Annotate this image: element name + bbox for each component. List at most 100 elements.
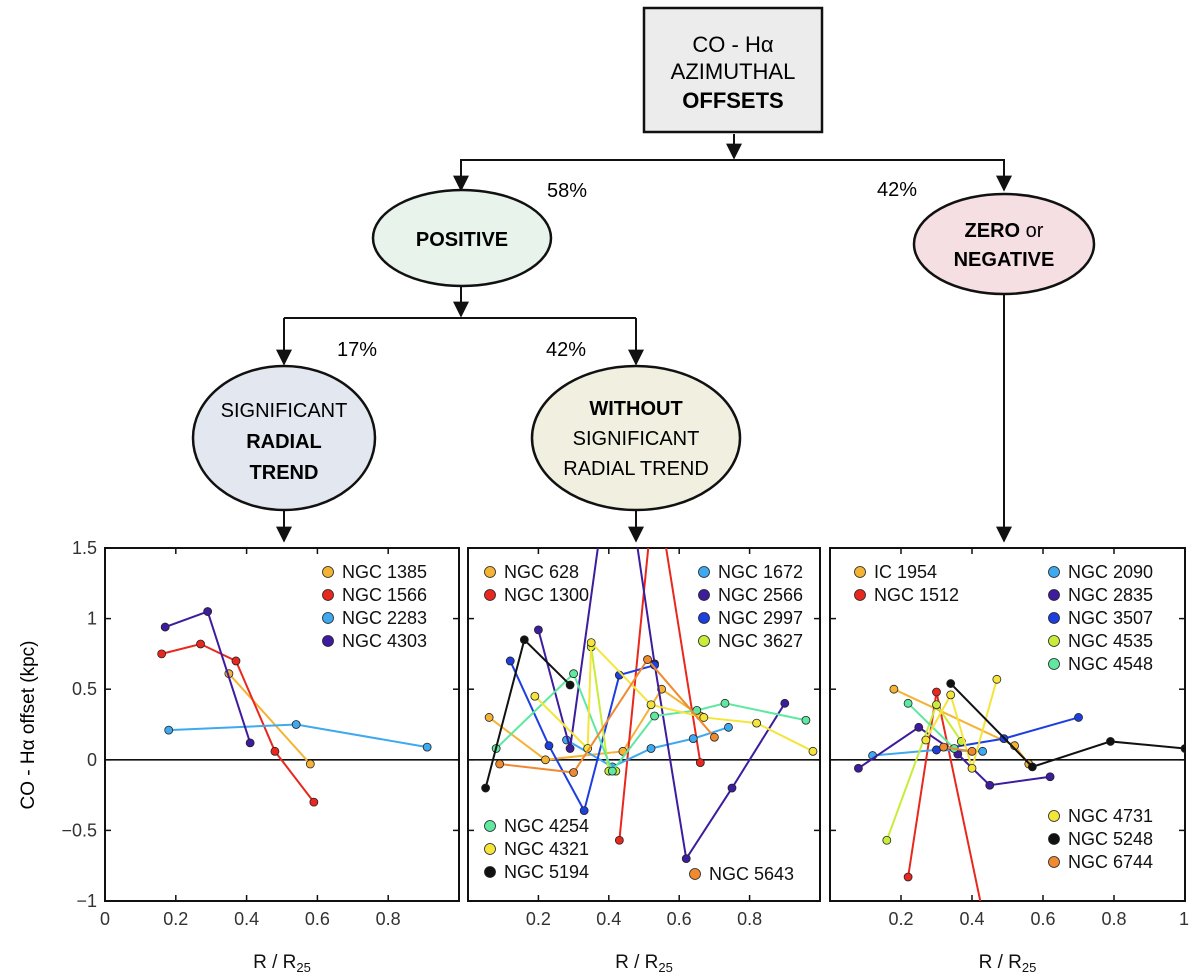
legend-marker bbox=[1048, 856, 1060, 868]
x-tick-label: 0.8 bbox=[376, 909, 401, 929]
data-point bbox=[422, 742, 432, 752]
data-point bbox=[801, 715, 811, 725]
legend-marker bbox=[1048, 612, 1060, 624]
legend-label: NGC 5643 bbox=[709, 864, 794, 884]
x-tick-label: 0.4 bbox=[234, 909, 259, 929]
data-point bbox=[569, 768, 578, 777]
y-tick-label: −1 bbox=[76, 891, 97, 911]
root-line2: AZIMUTHAL bbox=[671, 59, 796, 84]
without-line2: SIGNIFICANT bbox=[573, 428, 700, 450]
flowchart-connectors bbox=[276, 134, 1012, 543]
x-tick-label: 0.6 bbox=[305, 909, 330, 929]
legend-label: NGC 2835 bbox=[1068, 585, 1153, 605]
y-tick-label: 1.5 bbox=[72, 538, 97, 558]
data-point bbox=[196, 639, 205, 649]
data-point bbox=[541, 755, 550, 765]
without-line3: RADIAL TREND bbox=[563, 458, 709, 480]
data-point bbox=[1027, 762, 1037, 772]
data-point bbox=[565, 680, 575, 690]
data-point bbox=[688, 734, 698, 744]
data-point bbox=[889, 684, 899, 694]
legend-marker bbox=[484, 820, 496, 832]
legend-label: NGC 4731 bbox=[1068, 806, 1153, 826]
data-point bbox=[681, 854, 691, 864]
series-line bbox=[499, 657, 716, 774]
legend-label: IC 1954 bbox=[874, 562, 937, 582]
data-point bbox=[160, 622, 170, 632]
data-point bbox=[291, 720, 301, 729]
zero-negative-percent: 42% bbox=[877, 179, 917, 201]
legend-label: NGC 3507 bbox=[1068, 608, 1153, 628]
data-point bbox=[932, 700, 941, 710]
data-point bbox=[699, 713, 709, 722]
panel-3: 0.2 0.4 0.6 0.8 1 R / R25 IC 1954 NGC 1512 NGC 2… bbox=[829, 547, 1189, 975]
series-line bbox=[943, 746, 973, 753]
root-line3: OFFSETS bbox=[682, 88, 783, 113]
data-point bbox=[939, 742, 948, 752]
significant-line2: RADIAL bbox=[246, 431, 322, 453]
plots-layer: 0 0.2 0.4 0.6 0.8 1.5 1 0.5 0 −0.5 −1 R / R25 NGC 13… bbox=[61, 538, 1189, 975]
data-point bbox=[695, 758, 705, 768]
x-axis-label: R / R25 bbox=[979, 952, 1037, 975]
positive-percent: 58% bbox=[547, 180, 587, 202]
legend-label: NGC 5248 bbox=[1068, 829, 1153, 849]
series-line bbox=[161, 642, 315, 803]
positive-node: POSITIVE bbox=[371, 188, 553, 288]
x-tick-label: 0.8 bbox=[1101, 909, 1126, 929]
x-tick-label: 1 bbox=[1179, 909, 1189, 929]
legend-label: NGC 4254 bbox=[504, 816, 589, 836]
legend-label: NGC 1300 bbox=[504, 585, 589, 605]
legend-marker bbox=[1048, 566, 1060, 578]
x-axis-label: R / R25 bbox=[253, 952, 311, 975]
data-point bbox=[231, 656, 241, 666]
data-point bbox=[565, 744, 575, 753]
legend-marker bbox=[484, 843, 496, 855]
x-tick-label: 0.6 bbox=[667, 909, 692, 929]
legend-label: NGC 4321 bbox=[504, 839, 589, 859]
series-layer bbox=[481, 548, 818, 864]
legend-marker bbox=[1048, 589, 1060, 601]
y-axis-label: CO - Hα offset (kpc) bbox=[18, 641, 39, 810]
data-point bbox=[614, 835, 624, 845]
legend-marker bbox=[854, 589, 866, 601]
legend-label: NGC 3627 bbox=[718, 631, 803, 651]
legend-label: NGC 4548 bbox=[1068, 654, 1153, 674]
data-point bbox=[854, 763, 863, 773]
series-line bbox=[949, 682, 1185, 769]
data-point bbox=[1106, 737, 1115, 746]
data-point bbox=[586, 638, 596, 648]
legend-label: NGC 2283 bbox=[342, 608, 427, 628]
significant-percent: 17% bbox=[337, 339, 377, 361]
legend-marker bbox=[1048, 658, 1060, 670]
data-point bbox=[992, 674, 1002, 684]
x-tick-label: 0.4 bbox=[959, 909, 984, 929]
data-point bbox=[544, 741, 554, 751]
series-line bbox=[924, 679, 998, 772]
significant-line3: TREND bbox=[250, 462, 319, 484]
data-point bbox=[903, 872, 913, 882]
significant-trend-node: SIGNIFICANT RADIAL TREND bbox=[191, 364, 377, 512]
x-tick-label: 0.2 bbox=[163, 909, 188, 929]
x-tick-label: 0.2 bbox=[526, 909, 551, 929]
legend-marker bbox=[484, 566, 496, 578]
significant-line1: SIGNIFICANT bbox=[221, 400, 348, 422]
root-line1: CO - Hα bbox=[692, 32, 773, 57]
data-point bbox=[692, 705, 702, 715]
data-point bbox=[752, 718, 762, 728]
data-point bbox=[305, 759, 315, 769]
data-point bbox=[646, 744, 656, 753]
data-point bbox=[780, 698, 790, 708]
x-tick-label: 0.8 bbox=[737, 909, 762, 929]
data-point bbox=[946, 690, 956, 700]
data-point bbox=[270, 746, 280, 756]
without-trend-node: WITHOUT SIGNIFICANT RADIAL TREND bbox=[530, 364, 742, 512]
legend-marker bbox=[698, 612, 710, 624]
legend-label: NGC 4303 bbox=[342, 631, 427, 651]
data-point bbox=[495, 759, 505, 769]
series-layer bbox=[157, 607, 432, 807]
data-point bbox=[643, 655, 652, 664]
plot-frame bbox=[829, 547, 1186, 902]
data-point bbox=[724, 722, 733, 732]
data-point bbox=[921, 735, 931, 745]
legend-label: NGC 1385 bbox=[342, 562, 427, 582]
